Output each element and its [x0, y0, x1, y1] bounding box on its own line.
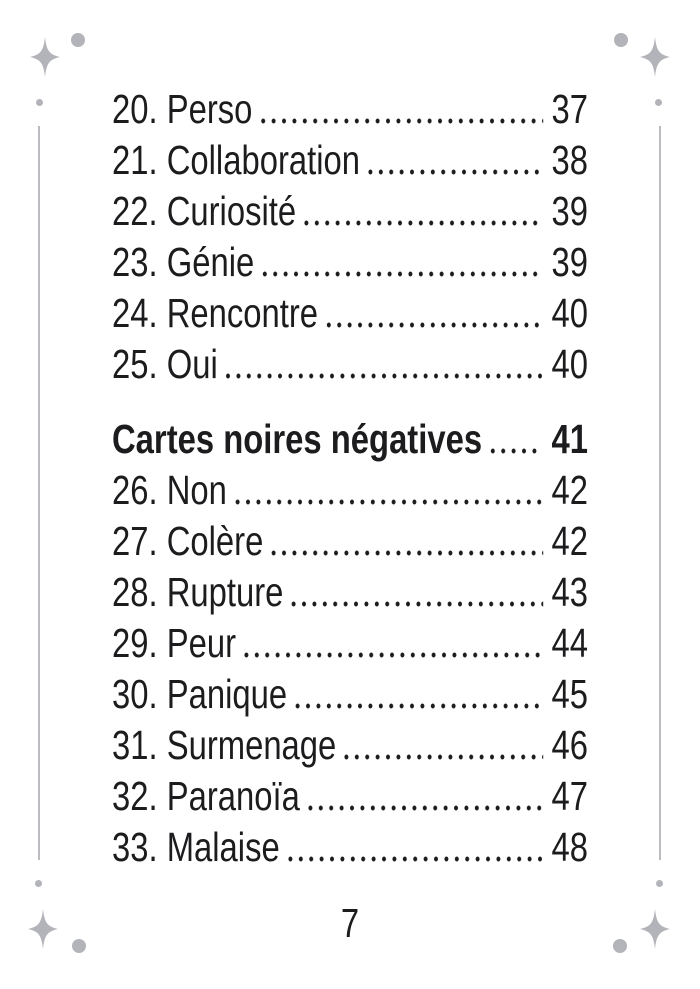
- toc-row: 27. Colère 42: [112, 516, 588, 567]
- toc-row: 29. Peur 44: [112, 618, 588, 669]
- toc-row: 32. Paranoïa 47: [112, 771, 588, 822]
- sparkle-icon: [640, 37, 670, 77]
- toc-entry-page: 39: [551, 188, 588, 234]
- small-dot-ornament: [655, 99, 662, 106]
- toc-row: 20. Perso 37: [112, 84, 588, 135]
- toc-entry-page: 43: [551, 569, 588, 615]
- toc-entry-page: 46: [551, 722, 588, 768]
- toc-dot-leader: [296, 186, 551, 237]
- toc-dot-leader: [318, 288, 551, 339]
- dot-ornament: [613, 939, 627, 953]
- toc-entry-label: 26. Non: [112, 467, 227, 513]
- toc-entry-label: 23. Génie: [112, 239, 255, 285]
- toc-entry-page: 48: [551, 824, 588, 870]
- toc-dot-leader: [336, 720, 551, 771]
- toc-entry-page: 37: [551, 86, 588, 132]
- toc-dot-leader: [252, 84, 551, 135]
- toc-row: 24. Rencontre 40: [112, 288, 588, 339]
- toc-entry-page: 40: [551, 341, 588, 387]
- toc-entry-label: 28. Rupture: [112, 569, 284, 615]
- toc-entry-page: 38: [551, 137, 588, 183]
- toc-dot-leader: [263, 516, 551, 567]
- toc-row: 33. Malaise 48: [112, 822, 588, 873]
- toc-entry-label: Cartes noires négatives: [112, 416, 483, 462]
- toc-row: 23. Génie 39: [112, 237, 588, 288]
- dot-ornament: [614, 33, 628, 47]
- toc-entry-label: 31. Surmenage: [112, 722, 337, 768]
- small-dot-ornament: [35, 880, 42, 887]
- toc-row: 30. Panique 45: [112, 669, 588, 720]
- toc-row: 28. Rupture 43: [112, 567, 588, 618]
- toc-entry-label: 32. Paranoïa: [112, 773, 300, 819]
- toc-row: 21. Collaboration 38: [112, 135, 588, 186]
- toc-section: 20. Perso 37 21. Collaboration 38 22. Cu…: [112, 84, 588, 390]
- toc-entry-label: 21. Collaboration: [112, 137, 360, 183]
- toc-entry-label: 22. Curiosité: [112, 188, 297, 234]
- toc-dot-leader: [287, 669, 551, 720]
- right-margin-line: [659, 126, 661, 860]
- toc-row: 31. Surmenage 46: [112, 720, 588, 771]
- toc-dot-leader: [254, 237, 551, 288]
- toc-entry-label: 29. Peur: [112, 620, 236, 666]
- dot-ornament: [71, 33, 85, 47]
- toc-entry-label: 20. Perso: [112, 86, 253, 132]
- toc-entry-label: 27. Colère: [112, 518, 264, 564]
- toc-entry-page: 39: [551, 239, 588, 285]
- sparkle-icon: [640, 909, 670, 949]
- small-dot-ornament: [656, 880, 663, 887]
- sparkle-icon: [30, 37, 60, 77]
- toc-entry-page: 44: [551, 620, 588, 666]
- dot-ornament: [72, 939, 86, 953]
- toc-entry-label: 25. Oui: [112, 341, 218, 387]
- toc-entry-label: 33. Malaise: [112, 824, 280, 870]
- toc-dot-leader: [283, 567, 551, 618]
- toc-entry-page: 41: [551, 416, 588, 462]
- toc-row: 25. Oui 40: [112, 339, 588, 390]
- toc-row: 26. Non 42: [112, 465, 588, 516]
- toc-section: Cartes noires négatives 41 26. Non 42 27…: [112, 414, 588, 873]
- toc-entry-page: 42: [551, 467, 588, 513]
- toc-entry-label: 30. Panique: [112, 671, 288, 717]
- left-margin-line: [38, 126, 40, 860]
- toc-entry-page: 45: [551, 671, 588, 717]
- toc-dot-leader: [227, 465, 552, 516]
- toc-row: Cartes noires négatives 41: [112, 414, 588, 465]
- toc-entry-page: 47: [551, 773, 588, 819]
- toc-dot-leader: [218, 339, 552, 390]
- toc-entry-page: 42: [551, 518, 588, 564]
- toc-dot-leader: [360, 135, 552, 186]
- page-number: 7: [340, 900, 360, 946]
- toc-dot-leader: [300, 771, 552, 822]
- toc-entry-label: 24. Rencontre: [112, 290, 319, 336]
- small-dot-ornament: [36, 99, 43, 106]
- toc-dot-leader: [280, 822, 552, 873]
- toc-row: 22. Curiosité 39: [112, 186, 588, 237]
- table-of-contents: 20. Perso 37 21. Collaboration 38 22. Cu…: [112, 84, 588, 873]
- toc-dot-leader: [236, 618, 552, 669]
- sparkle-icon: [28, 909, 58, 949]
- toc-entry-page: 40: [551, 290, 588, 336]
- page-footer: 7: [70, 898, 630, 949]
- toc-dot-leader: [482, 414, 551, 465]
